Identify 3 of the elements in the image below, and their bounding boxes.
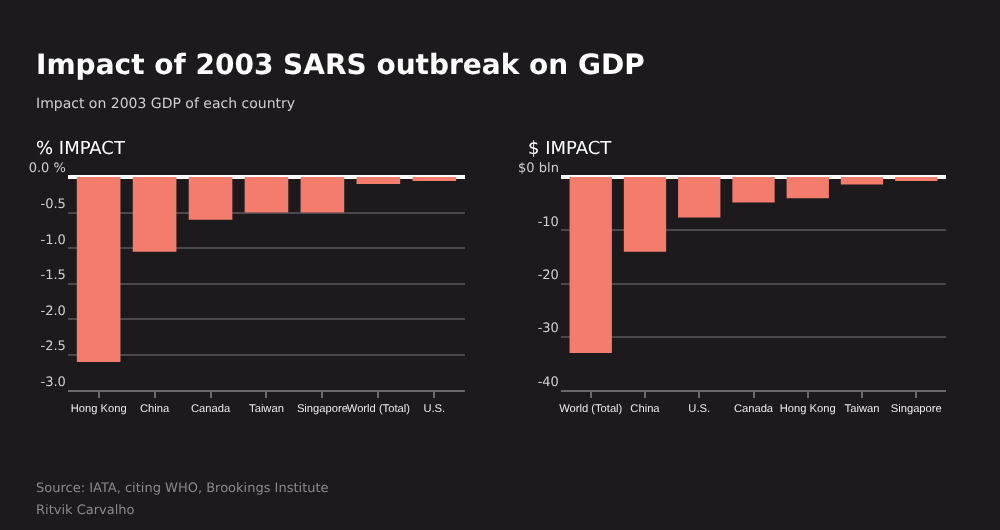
chart-title: Impact of 2003 SARS outbreak on GDP	[36, 50, 645, 82]
y-axis-title: % IMPACT	[36, 140, 126, 160]
y-axis-title: $ IMPACT	[528, 140, 613, 160]
